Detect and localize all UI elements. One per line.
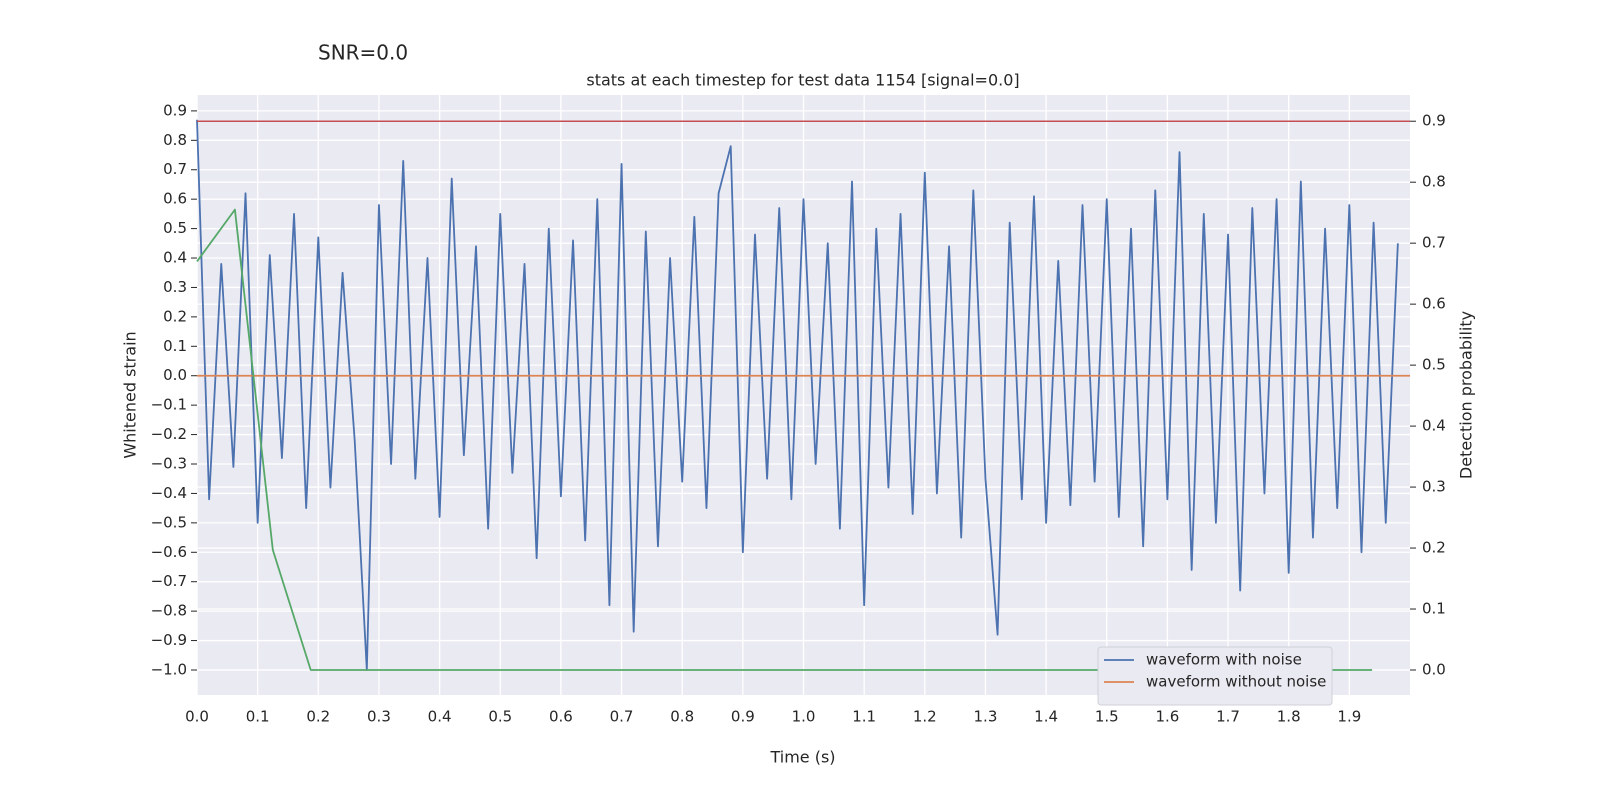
x-tick-label: 1.9 [1337, 708, 1361, 726]
y2-tick-label: 0.7 [1422, 234, 1446, 252]
x-tick-label: 0.5 [488, 708, 512, 726]
x-tick-label: 0.9 [731, 708, 755, 726]
x-tick-label: 1.2 [913, 708, 937, 726]
x-tick-label: 1.7 [1216, 708, 1240, 726]
suptitle: SNR=0.0 [318, 41, 408, 65]
y-tick-label: −0.3 [151, 455, 187, 473]
legend-label: waveform without noise [1146, 673, 1326, 691]
y2-tick-label: 0.5 [1422, 356, 1446, 374]
x-tick-label: 0.6 [549, 708, 573, 726]
y2-tick-label: 0.4 [1422, 417, 1446, 435]
y-tick-label: −0.2 [151, 425, 187, 443]
x-tick-label: 1.5 [1095, 708, 1119, 726]
y-tick-label: −0.8 [151, 602, 187, 620]
y-tick-label: 0.5 [163, 219, 187, 237]
y2-tick-label: 0.6 [1422, 295, 1446, 313]
y-axis-label: Whitened strain [121, 331, 140, 458]
x-tick-label: 0.3 [367, 708, 391, 726]
y-tick-label: −0.7 [151, 572, 187, 590]
x-axis-label: Time (s) [769, 748, 835, 767]
y2-tick-label: 0.3 [1422, 478, 1446, 496]
y-tick-label: 0.7 [163, 160, 187, 178]
x-tick-label: 0.0 [185, 708, 209, 726]
x-tick-label: 0.2 [306, 708, 330, 726]
y-tick-label: −1.0 [151, 660, 187, 678]
y-tick-label: −0.1 [151, 396, 187, 414]
y-tick-label: −0.5 [151, 513, 187, 531]
y-tick-label: 0.6 [163, 190, 187, 208]
x-tick-label: 1.3 [974, 708, 998, 726]
y-tick-label: 0.9 [163, 101, 187, 119]
y-tick-label: 0.8 [163, 131, 187, 149]
y-tick-label: −0.4 [151, 484, 187, 502]
x-tick-label: 1.0 [792, 708, 816, 726]
x-tick-label: 0.7 [610, 708, 634, 726]
y2-tick-label: 0.9 [1422, 112, 1446, 130]
chart-title: stats at each timestep for test data 115… [586, 71, 1019, 90]
x-tick-label: 0.8 [670, 708, 694, 726]
series-line [196, 119, 1399, 671]
y2-tick-label: 0.8 [1422, 173, 1446, 191]
y2-tick-label: 0.2 [1422, 539, 1446, 557]
x-tick-label: 0.4 [428, 708, 452, 726]
x-tick-label: 1.1 [852, 708, 876, 726]
y-tick-label: 0.1 [163, 337, 187, 355]
legend-label: waveform with noise [1146, 651, 1302, 669]
y2-tick-label: 0.1 [1422, 600, 1446, 618]
x-tick-label: 1.4 [1034, 708, 1058, 726]
y-tick-label: 0.2 [163, 307, 187, 325]
y-tick-label: −0.6 [151, 543, 187, 561]
y2-tick-label: 0.0 [1422, 661, 1446, 679]
x-tick-label: 0.1 [246, 708, 270, 726]
y-tick-label: −0.9 [151, 631, 187, 649]
y-tick-label: 0.3 [163, 278, 187, 296]
legend-box [1097, 646, 1333, 706]
x-tick-label: 1.6 [1155, 708, 1179, 726]
y2-axis-label: Detection probability [1457, 311, 1476, 479]
y-tick-label: 0.0 [163, 366, 187, 384]
y-tick-label: 0.4 [163, 249, 187, 267]
x-tick-label: 1.8 [1277, 708, 1301, 726]
